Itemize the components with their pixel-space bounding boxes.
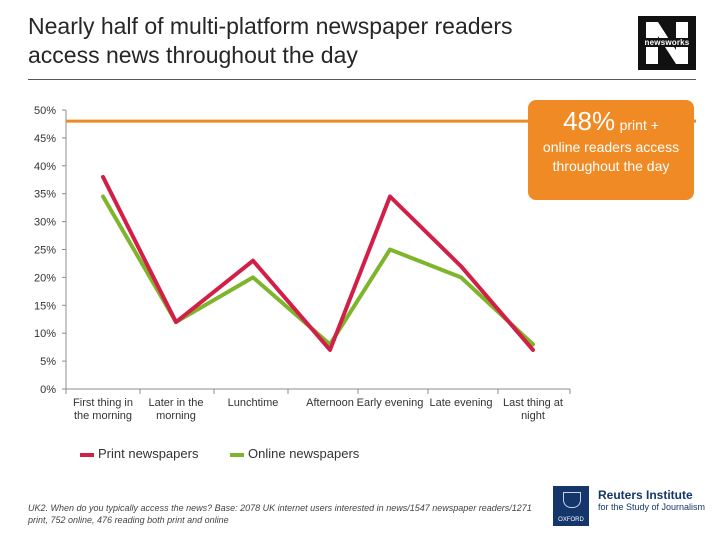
oxford-logo: OXFORD <box>553 486 589 526</box>
newsworks-logo: newsworks <box>638 16 696 70</box>
x-tick-label: Later in the morning <box>148 397 203 422</box>
y-tick-label: 0% <box>40 384 56 396</box>
y-tick-label: 10% <box>34 328 56 340</box>
x-tick-label: Early evening <box>357 397 424 409</box>
x-tick-label: Last thing at night <box>503 397 563 422</box>
y-tick-label: 20% <box>34 272 56 284</box>
logo-text: newsworks <box>638 38 696 47</box>
data-point-print <box>388 194 392 198</box>
callout-text: online readers access throughout the day <box>542 139 680 174</box>
source-note: UK2. When do you typically access the ne… <box>28 503 532 525</box>
data-point-online <box>459 275 463 279</box>
legend-swatch-online <box>230 453 244 457</box>
reuters-institute-logo: Reuters Institute for the Study of Journ… <box>598 488 713 512</box>
y-tick-label: 5% <box>40 356 56 368</box>
y-tick-label: 15% <box>34 300 56 312</box>
data-point-print <box>101 175 105 179</box>
x-tick-label: Late evening <box>430 397 493 409</box>
data-point-print <box>459 264 463 268</box>
data-point-online <box>101 194 105 198</box>
data-point-online <box>531 342 535 346</box>
x-tick-label: First thing in the morning <box>73 397 133 422</box>
data-point-print <box>251 259 255 263</box>
y-tick-label: 25% <box>34 245 56 257</box>
oxford-label: OXFORD <box>558 517 584 523</box>
crest-icon <box>563 492 581 508</box>
y-tick-label: 45% <box>34 133 56 145</box>
x-tick-label: Afternoon <box>306 397 354 409</box>
legend-label-print: Print newspapers <box>98 446 199 461</box>
callout-value: 48% <box>563 106 616 136</box>
x-axis: First thing in the morning Later in the mor… <box>65 388 571 422</box>
data-point-online <box>251 275 255 279</box>
legend-swatch-print <box>80 453 94 457</box>
chart-title: Nearly half of multi-platform newspaper … <box>28 13 513 68</box>
y-tick-label: 30% <box>34 217 56 229</box>
reuters-subtitle: for the Study of Journalism <box>598 502 706 512</box>
data-point-print <box>328 348 332 352</box>
callout-box: 48% print + online readers access throug… <box>528 100 694 200</box>
series-line-print <box>101 174 535 352</box>
title-divider <box>28 79 696 80</box>
data-point-print <box>174 320 178 324</box>
callout-lead: print + <box>619 117 659 133</box>
y-axis: 0% 5% 10% 15% 20% 25% 30% 35% 40% 45% 50% <box>34 105 67 396</box>
series-line-online <box>101 194 535 347</box>
series-group <box>101 174 535 352</box>
data-point-print <box>531 348 535 352</box>
y-tick-label: 50% <box>34 105 56 117</box>
x-tick-label: Lunchtime <box>228 397 279 409</box>
reuters-name: Reuters Institute <box>598 488 693 502</box>
data-point-online <box>388 248 392 251</box>
y-tick-label: 35% <box>34 189 56 201</box>
legend-label-online: Online newspapers <box>248 446 360 461</box>
y-tick-label: 40% <box>34 161 56 173</box>
